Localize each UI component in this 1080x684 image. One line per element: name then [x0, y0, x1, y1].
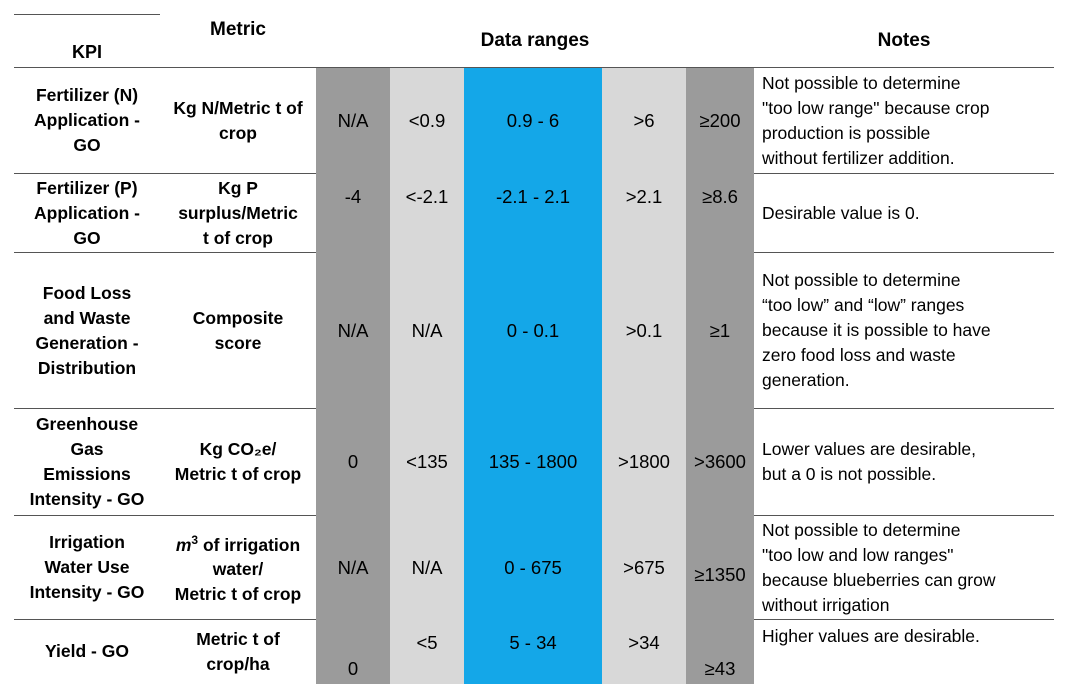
range-cell-too-low: 0: [316, 619, 390, 684]
range-cell-too-low: N/A: [316, 252, 390, 409]
range-cell-desirable: 135 - 1800: [464, 408, 602, 516]
header-data-ranges: Data ranges: [316, 15, 754, 68]
range-cell-desirable: 0 - 675: [464, 515, 602, 620]
kpi-cell: Greenhouse Gas Emissions Intensity - GO: [14, 408, 160, 516]
range-cell-desirable: -2.1 - 2.1: [464, 173, 602, 253]
table-row: Greenhouse Gas Emissions Intensity - GO Kg …: [14, 408, 1054, 516]
range-cell-low: <5: [390, 619, 464, 684]
range-cell-high: >2.1: [602, 173, 686, 253]
range-cell-too-low: N/A: [316, 67, 390, 174]
range-cell-too-high: ≥8.6: [686, 173, 754, 253]
range-cell-high: >1800: [602, 408, 686, 516]
range-cell-desirable: 0.9 - 6: [464, 67, 602, 174]
metric-cell: m3 of irrigation water/Metric t of crop: [160, 515, 316, 620]
range-cell-too-high: ≥1: [686, 252, 754, 409]
range-cell-low: <135: [390, 408, 464, 516]
metric-cell: Kg CO₂e/Metric t of crop: [160, 408, 316, 516]
kpi-cell: Irrigation Water Use Intensity - GO: [14, 515, 160, 620]
range-cell-too-high: >3600: [686, 408, 754, 516]
header-row: KPI Metric Data ranges Notes: [14, 15, 1054, 68]
notes-cell: Higher values are desirable.: [762, 626, 980, 646]
kpi-cell: Yield - GO: [45, 641, 129, 662]
kpi-table: KPI Metric Data ranges Notes Fertilizer …: [14, 15, 1054, 684]
range-cell-too-high: ≥43: [686, 619, 754, 684]
metric-cell: Kg N/Metric t of crop: [160, 67, 316, 174]
table-row: Food Loss and Waste Generation - Distributi…: [14, 252, 1054, 409]
range-cell-high: >6: [602, 67, 686, 174]
kpi-cell: Fertilizer (P) Application - GO: [14, 173, 160, 253]
notes-cell: Not possible to determine "too low range"…: [754, 67, 1054, 174]
table-row: Irrigation Water Use Intensity - GO m3 of …: [14, 515, 1054, 620]
metric-cell: Composite score: [160, 252, 316, 409]
range-cell-high: >0.1: [602, 252, 686, 409]
range-cell-high: >34: [602, 619, 686, 684]
range-cell-high: >675: [602, 515, 686, 620]
range-cell-low: <-2.1: [390, 173, 464, 253]
range-cell-low: <0.9: [390, 67, 464, 174]
notes-cell: Not possible to determine “too low” and “…: [754, 252, 1054, 409]
notes-cell: Desirable value is 0.: [754, 173, 1054, 253]
range-cell-too-high: ≥1350: [686, 515, 754, 620]
table-row: Yield - GO Metric t of crop/ha 0 <5 5 - 3…: [14, 619, 1054, 684]
table-row: Fertilizer (N) Application - GO Kg N/Metri…: [14, 67, 1054, 174]
header-kpi: KPI: [14, 15, 160, 68]
header-notes: Notes: [754, 15, 1054, 68]
range-cell-desirable: 5 - 34: [464, 619, 602, 684]
range-cell-desirable: 0 - 0.1: [464, 252, 602, 409]
kpi-cell: Fertilizer (N) Application - GO: [14, 67, 160, 174]
top-rule: [14, 14, 160, 15]
range-cell-too-low: 0: [316, 408, 390, 516]
range-cell-low: N/A: [390, 515, 464, 620]
range-cell-too-low: N/A: [316, 515, 390, 620]
header-metric: Metric: [160, 15, 316, 68]
range-cell-too-high: ≥200: [686, 67, 754, 174]
notes-cell: Lower values are desirable, but a 0 is no…: [754, 408, 1054, 516]
kpi-cell: Food Loss and Waste Generation - Distributi…: [14, 252, 160, 409]
metric-cell: Metric t of crop/ha: [196, 628, 280, 674]
range-cell-too-low: -4: [316, 173, 390, 253]
notes-cell: Not possible to determine "too low and lo…: [754, 515, 1054, 620]
range-cell-low: N/A: [390, 252, 464, 409]
